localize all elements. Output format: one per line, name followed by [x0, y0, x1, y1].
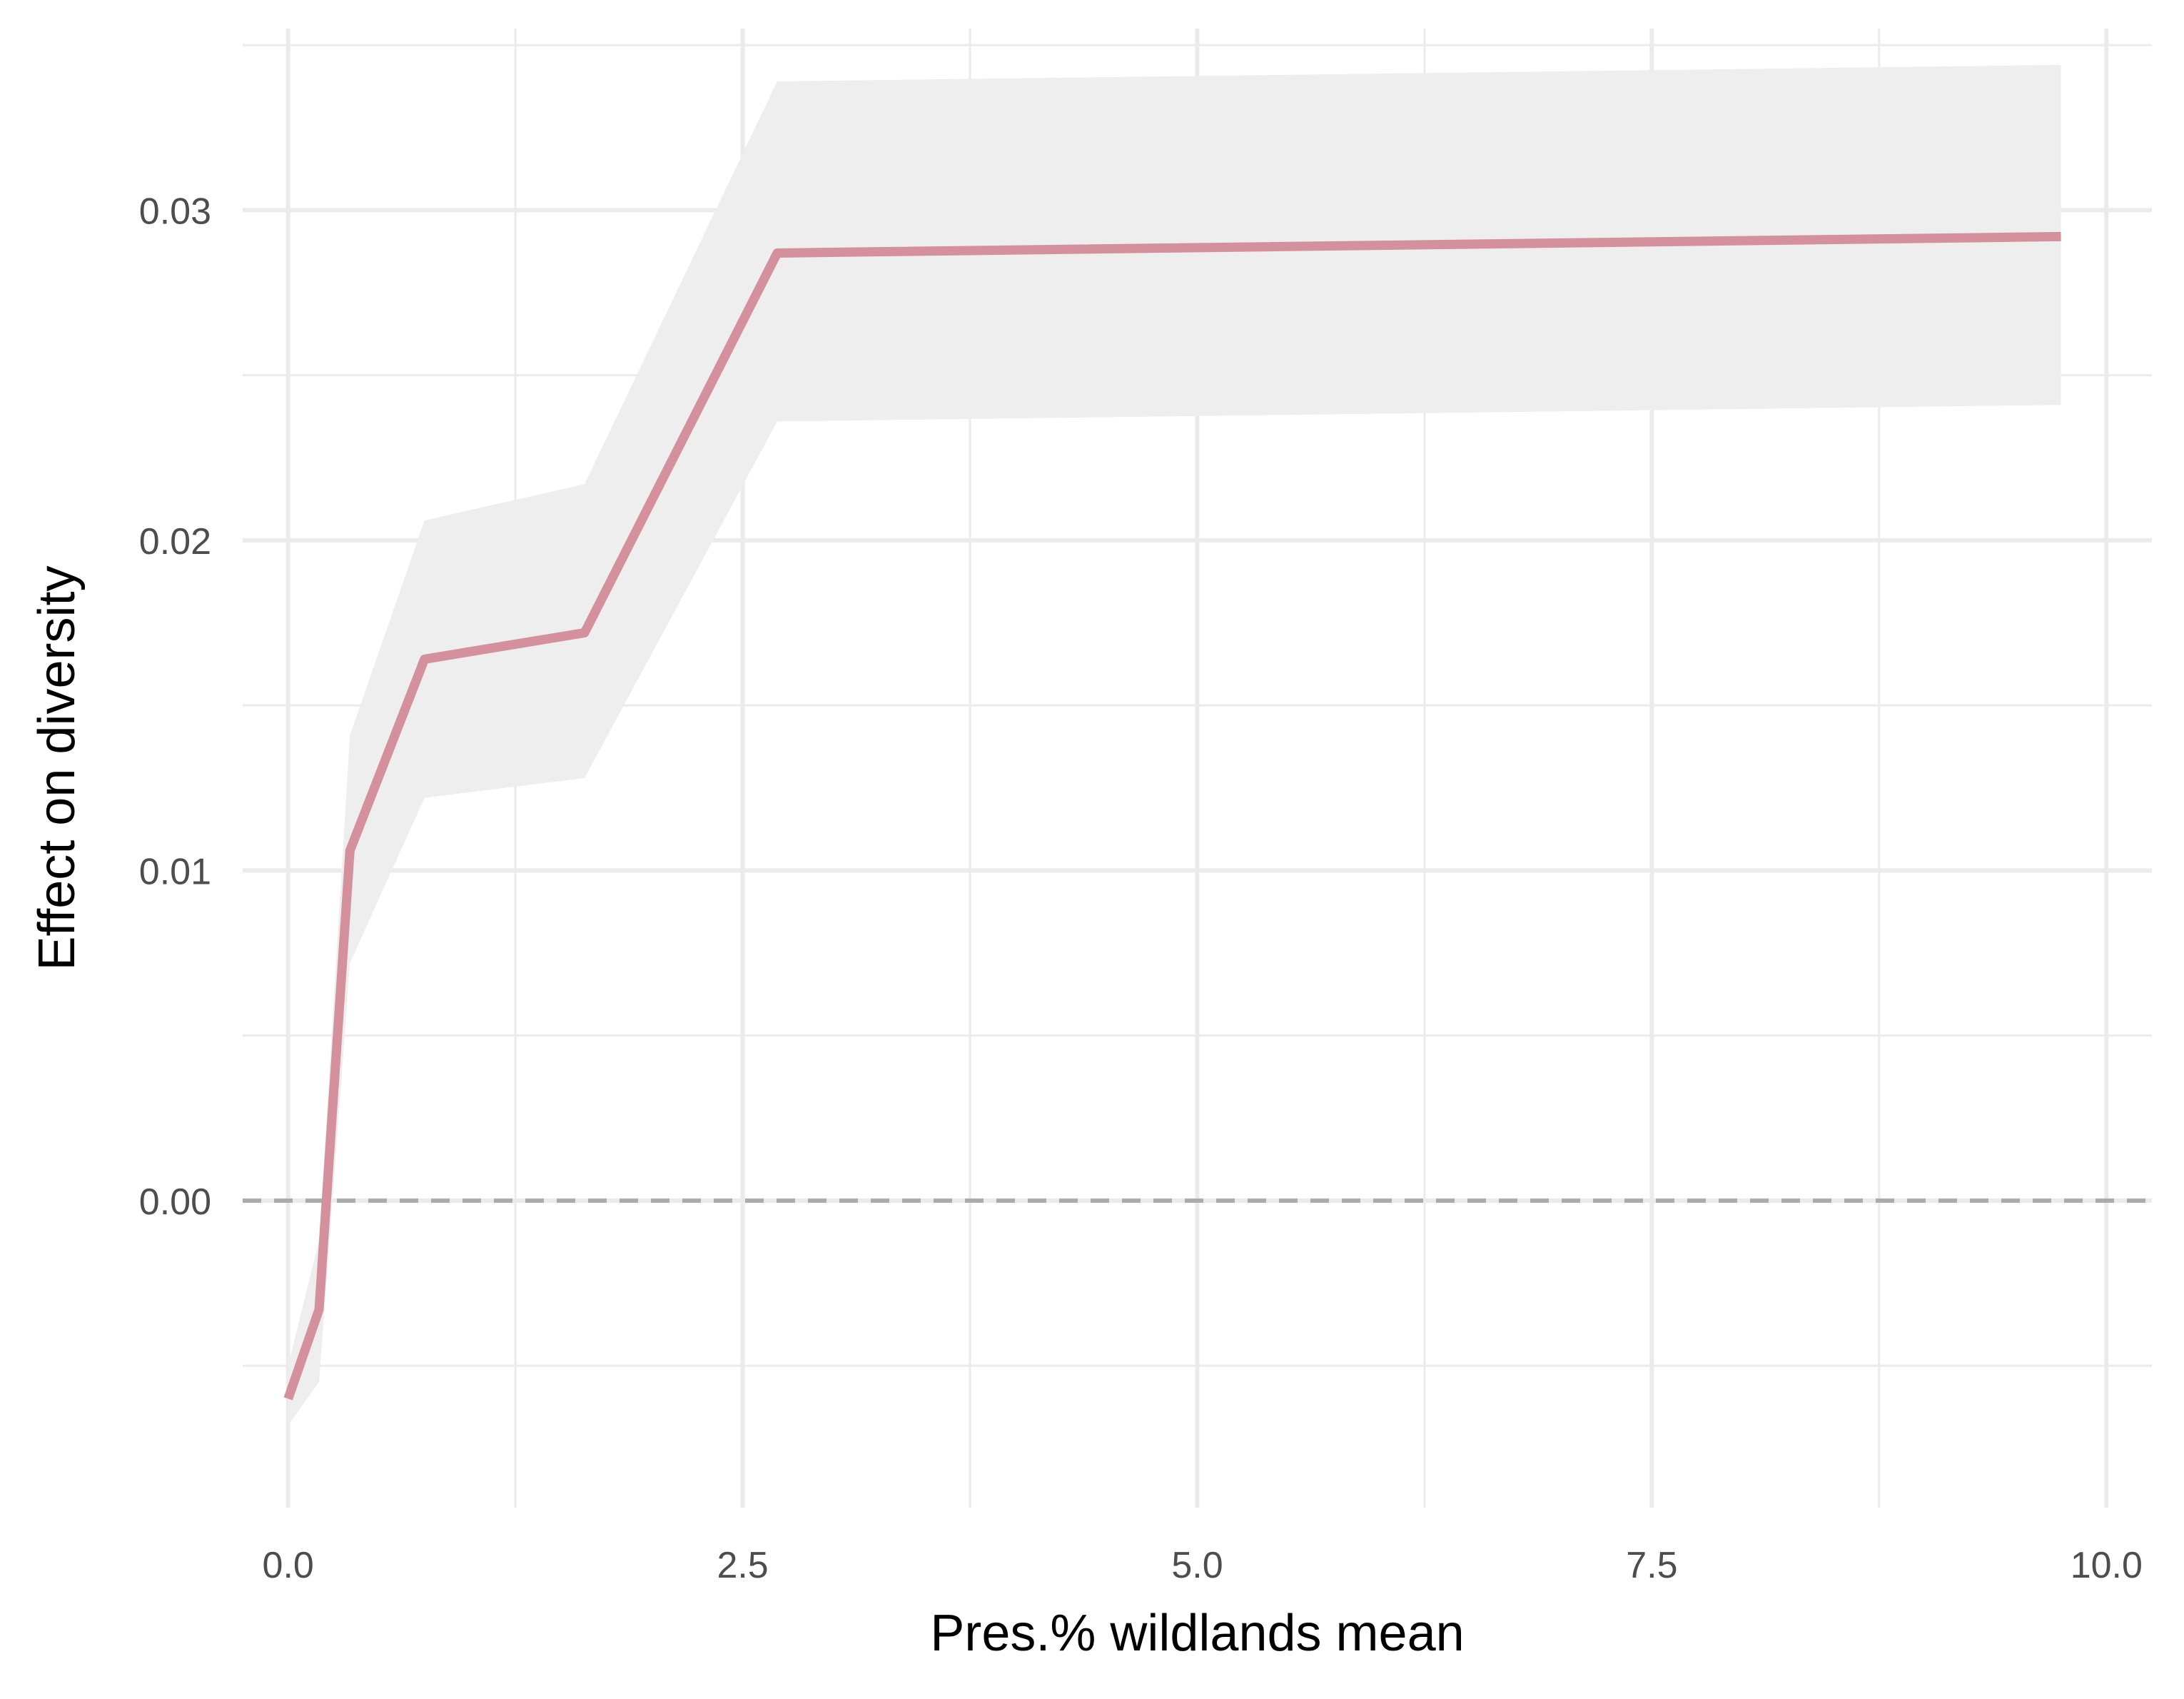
y-tick-labels: 0.00 0.01 0.02 0.03 [139, 191, 211, 1223]
x-axis-title: Pres.% wildlands mean [930, 1605, 1464, 1662]
x-tick-label: 7.5 [1626, 1545, 1677, 1586]
y-axis-title: Effect on diversity [29, 566, 86, 971]
x-tick-labels: 0.0 2.5 5.0 7.5 10.0 [263, 1545, 2143, 1586]
confidence-ribbon [288, 64, 2061, 1426]
x-tick-label: 2.5 [717, 1545, 768, 1586]
series-line-layer [283, 231, 2061, 1401]
y-tick-label: 0.03 [139, 191, 211, 232]
series-line [283, 231, 2061, 1401]
x-tick-label: 0.0 [263, 1545, 314, 1586]
y-tick-label: 0.00 [139, 1181, 211, 1223]
y-tick-label: 0.01 [139, 851, 211, 892]
x-tick-label: 5.0 [1171, 1545, 1223, 1586]
y-tick-label: 0.02 [139, 521, 211, 563]
x-tick-label: 10.0 [2071, 1545, 2143, 1586]
confidence-ribbon-layer [288, 64, 2061, 1426]
